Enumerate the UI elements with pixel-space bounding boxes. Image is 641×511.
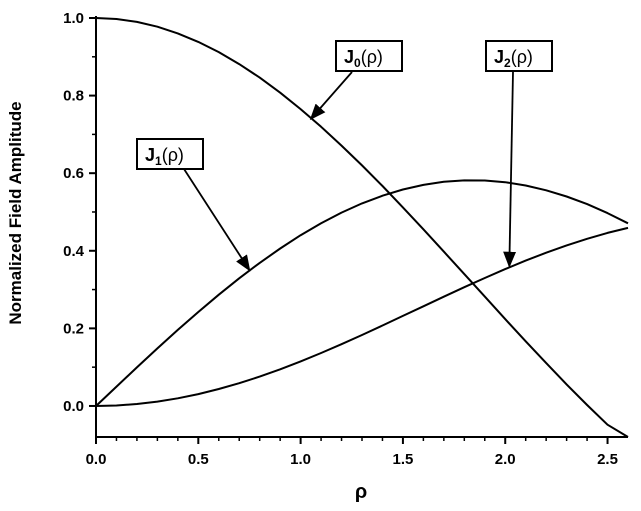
x-tick-label: 0.5 (188, 451, 209, 468)
x-tick-label: 2.0 (495, 451, 516, 468)
series-label-1: J1(ρ) (136, 138, 251, 272)
y-tick-label: 0.6 (63, 165, 84, 182)
label-box (136, 138, 204, 170)
x-tick-label: 1.0 (290, 451, 311, 468)
y-tick-label: 0.8 (63, 88, 84, 105)
label-text: J0(ρ) (344, 47, 383, 70)
series-line-0 (95, 17, 629, 438)
y-tick-label: 0.4 (63, 243, 85, 260)
label-arrow (183, 168, 251, 272)
label-box (335, 40, 403, 72)
y-tick-label: 0.2 (63, 320, 84, 337)
series-label-2: J2(ρ) (485, 40, 553, 268)
series-line-1 (95, 179, 629, 407)
label-arrow (503, 71, 517, 268)
series-label-0: J0(ρ) (309, 40, 403, 121)
label-text: J2(ρ) (494, 47, 533, 70)
x-tick-label: 2.5 (597, 451, 618, 468)
x-tick-label: 1.5 (392, 451, 413, 468)
y-tick-label: 1.0 (63, 10, 84, 27)
y-axis-label: Normalized Field Amplitude (6, 101, 25, 324)
y-tick-label: 0.0 (63, 398, 84, 415)
label-arrow (309, 71, 353, 121)
series-line-2 (95, 226, 629, 407)
label-text: J1(ρ) (145, 145, 184, 168)
x-axis-label: ρ (355, 481, 367, 503)
x-tick-label: 0.0 (86, 451, 107, 468)
label-box (485, 40, 553, 72)
